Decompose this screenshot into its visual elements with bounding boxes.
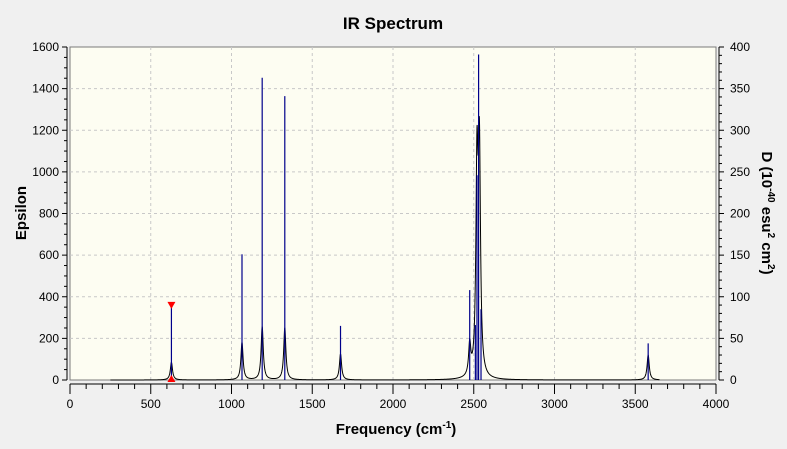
y-left-tick-label: 1600 bbox=[32, 40, 59, 54]
y-left-tick-label: 1400 bbox=[32, 82, 59, 96]
spectrum-line bbox=[110, 116, 660, 381]
y-right-tick-label: 350 bbox=[730, 82, 750, 96]
y-right-tick-label: 150 bbox=[730, 248, 750, 262]
x-axis-label: Frequency (cm-1) bbox=[336, 420, 457, 438]
x-tick-label: 1000 bbox=[218, 397, 245, 411]
y-left-tick-label: 0 bbox=[52, 373, 59, 387]
y-left-tick-label: 800 bbox=[39, 207, 59, 221]
grid-lines bbox=[70, 47, 716, 380]
y-left-tick-label: 1000 bbox=[32, 165, 59, 179]
y-left-tick-label: 1200 bbox=[32, 123, 59, 137]
x-tick-label: 500 bbox=[141, 397, 161, 411]
y-right-tick-label: 250 bbox=[730, 165, 750, 179]
y-right-tick-label: 400 bbox=[730, 40, 750, 54]
x-tick-label: 0 bbox=[67, 397, 74, 411]
y-right-tick-label: 0 bbox=[730, 373, 737, 387]
y-right-tick-label: 300 bbox=[730, 123, 750, 137]
x-tick-label: 2500 bbox=[460, 397, 487, 411]
y-right-tick-label: 200 bbox=[730, 207, 750, 221]
y-axis-label-left: Epsilon bbox=[13, 186, 30, 240]
x-tick-label: 3500 bbox=[622, 397, 649, 411]
x-tick-label: 3000 bbox=[541, 397, 568, 411]
x-tick-label: 4000 bbox=[703, 397, 730, 411]
y-axis-label-right: D (10-40 esu2 cm2) bbox=[758, 151, 776, 274]
x-tick-label: 2000 bbox=[380, 397, 407, 411]
axis-ticks: 0 500 1000 1500 2000 2500 3000 3500 400002004006… bbox=[32, 40, 750, 411]
x-tick-label: 1500 bbox=[299, 397, 326, 411]
selected-peak-marker-top[interactable] bbox=[167, 301, 176, 309]
selected-peak-marker-bottom[interactable] bbox=[167, 375, 176, 382]
y-right-tick-label: 100 bbox=[730, 290, 750, 304]
spectrum-layer bbox=[110, 116, 660, 381]
marker-layer[interactable] bbox=[167, 301, 176, 382]
y-left-tick-label: 600 bbox=[39, 248, 59, 262]
chart-title: IR Spectrum bbox=[343, 14, 443, 33]
y-right-tick-label: 50 bbox=[730, 331, 744, 345]
stick-layer bbox=[170, 54, 649, 380]
y-left-tick-label: 400 bbox=[39, 290, 59, 304]
y-left-tick-label: 200 bbox=[39, 331, 59, 345]
